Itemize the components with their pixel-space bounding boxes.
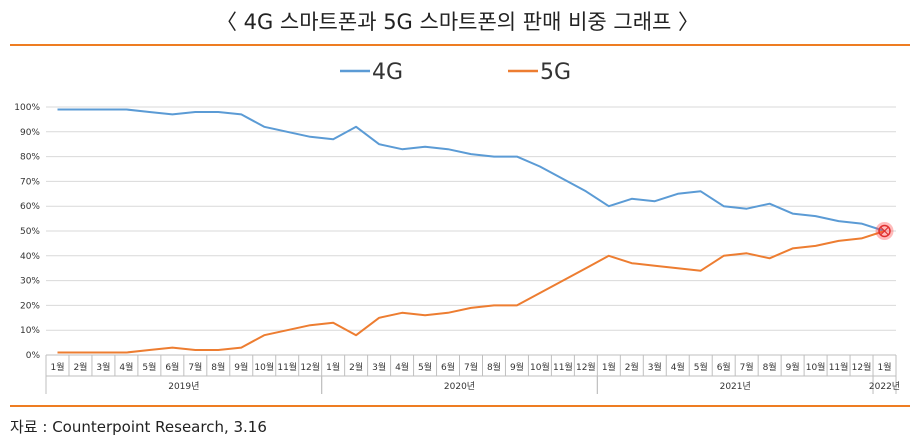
x-tick-label: 12월 <box>300 361 320 373</box>
x-tick-label: 11월 <box>829 361 849 373</box>
source-note: 자료 : Counterpoint Research, 3.16 <box>10 418 267 436</box>
x-tick-label: 9월 <box>234 361 248 373</box>
year-label: 2019년 <box>168 381 199 392</box>
y-tick-label: 10% <box>20 326 40 336</box>
crossover-marker <box>878 224 891 238</box>
x-tick-label: 6월 <box>717 361 731 373</box>
x-tick-label: 1월 <box>878 361 892 373</box>
x-tick-label: 4월 <box>671 361 685 373</box>
x-tick-label: 2월 <box>73 361 87 373</box>
x-tick-label: 1월 <box>602 361 616 373</box>
y-tick-label: 30% <box>20 277 40 287</box>
x-tick-label: 8월 <box>487 361 501 373</box>
bottom-divider <box>10 405 910 407</box>
x-tick-label: 6월 <box>165 361 179 373</box>
x-tick-label: 9월 <box>510 361 524 373</box>
series-line-5G <box>57 230 885 354</box>
year-label: 2022년 <box>869 381 900 392</box>
crossover-cross <box>880 227 889 235</box>
y-tick-label: 80% <box>20 153 40 163</box>
x-tick-label: 11월 <box>277 361 297 373</box>
x-tick-label: 12월 <box>576 361 596 373</box>
x-tick-label: 12월 <box>852 361 872 373</box>
top-divider <box>10 44 910 46</box>
legend-label-5G: 5G <box>540 60 571 85</box>
x-tick-label: 4월 <box>395 361 409 373</box>
y-tick-label: 40% <box>20 252 40 262</box>
x-tick-label: 10월 <box>530 361 550 373</box>
x-tick-label: 5월 <box>694 361 708 373</box>
x-tick-label: 10월 <box>806 361 826 373</box>
y-tick-label: 50% <box>20 227 40 237</box>
y-tick-label: 70% <box>20 177 40 187</box>
x-tick-label: 9월 <box>786 361 800 373</box>
x-tick-label: 7월 <box>740 361 754 373</box>
x-tick-label: 2월 <box>625 361 639 373</box>
x-tick-label: 8월 <box>211 361 225 373</box>
x-tick-label: 1월 <box>326 361 340 373</box>
x-tick-label: 7월 <box>188 361 202 373</box>
x-tick-label: 11월 <box>553 361 573 373</box>
x-tick-label: 3월 <box>96 361 110 373</box>
x-tick-label: 5월 <box>418 361 432 373</box>
y-tick-label: 100% <box>14 103 40 113</box>
y-tick-label: 20% <box>20 301 40 311</box>
series-line-4G <box>57 108 885 232</box>
chart-title: 〈 4G 스마트폰과 5G 스마트폰의 판매 비중 그래프 〉 <box>215 10 700 34</box>
x-tick-label: 5월 <box>142 361 156 373</box>
year-label: 2020년 <box>444 381 475 392</box>
line-chart: 0% 10% 20% 30% 40% 50% 60% 70% 80% 90% 100% 1월 2월 3월 4… <box>14 60 900 394</box>
y-tick-label: 0% <box>26 351 41 361</box>
x-tick-label: 8월 <box>763 361 777 373</box>
x-tick-label: 7월 <box>464 361 478 373</box>
x-tick-label: 10월 <box>254 361 274 373</box>
x-tick-label: 6월 <box>441 361 455 373</box>
x-tick-label: 1월 <box>50 361 64 373</box>
x-tick-label: 4월 <box>119 361 133 373</box>
x-tick-label: 3월 <box>372 361 386 373</box>
x-tick-label: 2월 <box>349 361 363 373</box>
y-tick-label: 60% <box>20 202 40 212</box>
legend-label-4G: 4G <box>372 60 403 85</box>
x-tick-label: 3월 <box>648 361 662 373</box>
year-label: 2021년 <box>720 381 751 392</box>
y-tick-label: 90% <box>20 128 40 138</box>
